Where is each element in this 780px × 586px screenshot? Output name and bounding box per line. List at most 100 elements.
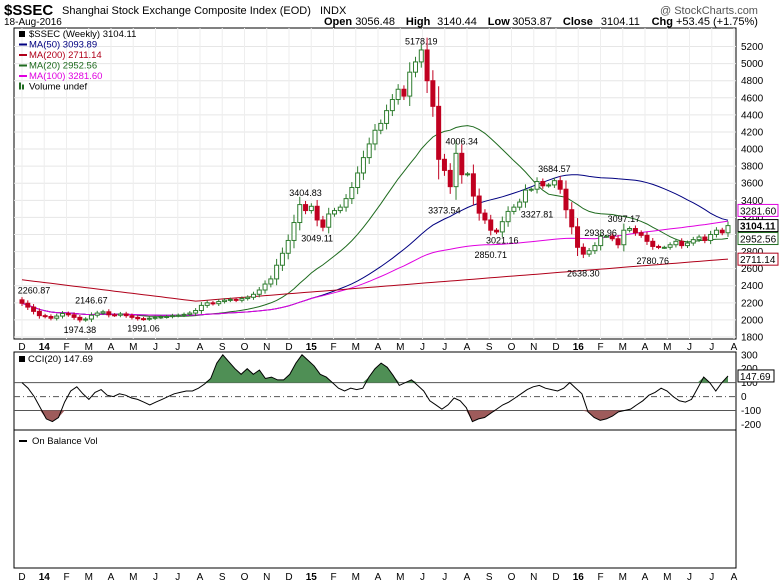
ohlc-label-low: Low [488, 16, 510, 28]
moving-average-lines [21, 125, 729, 317]
price-y-tick-label: 1800 [741, 333, 764, 344]
x-month-label: J [153, 342, 158, 353]
candle-body [603, 235, 609, 238]
ohlc-value-close: 3104.11 [601, 16, 640, 28]
candle-body [297, 204, 303, 224]
x-month-label-bottom: O [241, 572, 249, 583]
x-month-label-bottom: M [396, 572, 404, 583]
swing-point-label: 1991.06 [127, 324, 160, 334]
candle-body [656, 245, 662, 248]
candle-body [193, 310, 199, 314]
x-month-label-bottom: O [508, 572, 516, 583]
candle-body [569, 209, 575, 228]
candle-body [331, 210, 337, 215]
cci-value-tag-box [737, 369, 775, 383]
cci-y-tick-label: -100 [741, 406, 761, 417]
candle-body [303, 204, 309, 212]
x-month-label-bottom: J [420, 572, 425, 583]
ohlc-value-chg: +53.45 (+1.75%) [676, 16, 758, 28]
x-month-label-bottom: J [442, 572, 447, 583]
candle-body [638, 232, 644, 236]
swing-point-label: 3684.57 [538, 164, 571, 174]
candle-body [447, 169, 453, 188]
obv-panel-frame [13, 429, 737, 569]
x-month-label: A [197, 342, 204, 353]
candle-body [615, 238, 621, 246]
candle-body [470, 173, 476, 197]
price-y-tick-label: 4200 [741, 127, 764, 138]
x-month-label-bottom: S [486, 572, 493, 583]
candle-body [534, 181, 540, 190]
candle-body [268, 278, 274, 285]
x-month-label-bottom: 16 [573, 572, 585, 583]
candle-body [158, 316, 164, 319]
candle-body [320, 219, 326, 228]
swing-point-label: 4006.34 [446, 137, 479, 147]
x-month-label-bottom: N [263, 572, 270, 583]
obv-label: On Balance Vol [32, 436, 98, 447]
x-month-label: A [642, 342, 649, 353]
candle-body [31, 306, 37, 312]
candle-body [499, 221, 505, 233]
x-month-label: M [396, 342, 404, 353]
candle-body [106, 311, 112, 316]
candle-body [684, 242, 690, 247]
candle-body [441, 158, 447, 171]
candle-body [708, 233, 714, 241]
x-month-label: M [129, 342, 137, 353]
ohlc-label-high: High [406, 16, 431, 28]
candle-body [621, 229, 627, 246]
x-month-label-bottom: F [597, 572, 603, 583]
price-y-tick-label: 2200 [741, 298, 764, 309]
stockcharts-watermark: @ StockCharts.com [660, 5, 758, 17]
candle-body [117, 313, 123, 316]
candle-body [279, 252, 285, 266]
x-month-label-bottom: A [375, 572, 382, 583]
swing-point-label: 3373.54 [428, 206, 461, 216]
candle-body [713, 229, 719, 235]
candle-body [326, 213, 332, 228]
candle-body [65, 313, 71, 316]
legend-swatch-ma200 [19, 54, 27, 56]
value-tag-text: 3104.11 [740, 222, 776, 233]
candle-body [430, 80, 436, 107]
ohlc-label-chg: Chg [652, 16, 673, 28]
price-y-tick-label: 2400 [741, 281, 764, 292]
candle-body [505, 210, 511, 223]
candle-body [401, 88, 407, 97]
candle-body [19, 299, 25, 304]
candle-body [522, 189, 528, 203]
swing-point-label: 3021.16 [486, 236, 519, 246]
x-month-label-bottom: D [552, 572, 559, 583]
legend-swatch-ma20 [19, 64, 27, 67]
x-month-label-bottom: A [464, 572, 471, 583]
candle-body [36, 310, 42, 317]
candle-body [609, 235, 615, 240]
candle-body [239, 298, 245, 301]
x-month-label: F [63, 342, 69, 353]
candle-body [175, 314, 181, 317]
price-y-tick-label: 4000 [741, 145, 764, 156]
x-month-label: 16 [573, 342, 585, 353]
x-month-label: S [486, 342, 493, 353]
swing-labels: 2260.87 1974.38 2146.67 1991.06 3404.83 3049.… [18, 36, 669, 335]
index-name: Shanghai Stock Exchange Composite Index … [62, 5, 311, 17]
x-month-label: D [552, 342, 559, 353]
candle-body [389, 99, 395, 112]
candle-body [262, 283, 268, 291]
x-month-label: S [219, 342, 226, 353]
candle-body [129, 315, 135, 318]
x-month-label-bottom: M [352, 572, 360, 583]
x-month-label: M [85, 342, 93, 353]
candle-body [702, 236, 708, 241]
x-month-label: 14 [39, 342, 51, 353]
candle-body [152, 316, 158, 319]
price-y-tick-label: 4400 [741, 110, 764, 121]
value-tag-box [737, 252, 779, 266]
price-y-tick-label: 5200 [741, 42, 764, 53]
candle-body [42, 315, 48, 318]
x-month-label-bottom: D [18, 572, 25, 583]
cci-y-tick-label: 0 [741, 392, 747, 403]
